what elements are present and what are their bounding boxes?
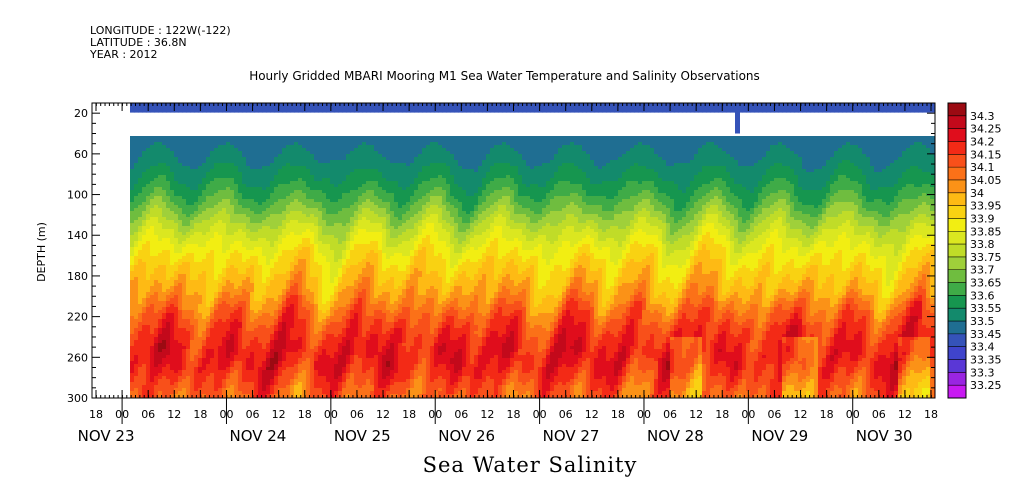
colorbar-swatch [948,347,966,360]
colorbar-level-label: 33.65 [970,277,1002,290]
y-tick-label: 180 [67,270,88,283]
x-hour-tick-label: 18 [402,408,416,421]
y-tick-label: 60 [74,148,88,161]
colorbar-swatch [948,283,966,296]
colorbar-level-label: 34.15 [970,148,1002,161]
x-hour-tick-label: 18 [507,408,521,421]
colorbar-level-label: 33.4 [970,341,995,354]
colorbar-swatch [948,385,966,398]
x-day-label: NOV 23 [78,427,135,445]
x-day-label: NOV 25 [334,427,391,445]
colorbar-swatch [948,231,966,244]
colorbar-swatch [948,116,966,129]
x-hour-tick-label: 12 [167,408,181,421]
x-day-label: NOV 26 [438,427,495,445]
x-hour-tick-label: 18 [298,408,312,421]
colorbar-swatch [948,167,966,180]
x-hour-tick-label: 12 [272,408,286,421]
colorbar-swatch [948,141,966,154]
salinity-heatmap [130,103,939,401]
y-tick-label: 260 [67,351,88,364]
colorbar-level-label: 34.05 [970,174,1002,187]
colorbar-level-label: 33.25 [970,379,1002,392]
salinity-contour-chart: 2060100140180220260300 18 00 06 12 18 00 06 12 1… [0,0,1009,504]
colorbar-level-label: 33.7 [970,264,995,277]
colorbar-swatch [948,334,966,347]
colorbar-level-label: 34.2 [970,135,995,148]
colorbar-level-label: 33.95 [970,200,1002,213]
x-hour-tick-label: 12 [794,408,808,421]
colorbar-level-label: 34 [970,187,984,200]
colorbar-swatch [948,360,966,373]
x-hour-tick-label: 06 [663,408,677,421]
colorbar-level-label: 33.35 [970,354,1002,367]
colorbar-swatch [948,154,966,167]
colorbar-level-label: 33.5 [970,315,995,328]
colorbar-swatch [948,218,966,231]
colorbar-level-label: 34.3 [970,110,995,123]
colorbar-swatch [948,206,966,219]
y-axis-label: DEPTH (m) [35,222,48,282]
colorbar-level-label: 33.55 [970,302,1002,315]
y-tick-label: 300 [67,392,88,405]
x-hour-tick-label: 12 [689,408,703,421]
colorbar-swatch [948,244,966,257]
x-hour-tick-label: 18 [924,408,938,421]
x-day-label: NOV 27 [543,427,600,445]
y-tick-label: 100 [67,189,88,202]
x-hour-tick-label: 06 [350,408,364,421]
colorbar-swatch [948,321,966,334]
x-day-label: NOV 29 [751,427,808,445]
colorbar-level-label: 33.6 [970,289,995,302]
x-hour-tick-label: 18 [193,408,207,421]
colorbar-level-label: 33.9 [970,212,995,225]
x-hour-tick-label: 12 [585,408,599,421]
x-hour-tick-label: 06 [454,408,468,421]
colorbar-level-label: 33.85 [970,225,1002,238]
colorbar-level-label: 34.25 [970,123,1002,136]
colorbar: 34.334.2534.234.1534.134.053433.9533.933… [948,103,1002,399]
x-hour-tick-label: 06 [141,408,155,421]
colorbar-swatch [948,129,966,142]
x-hour-tick-label: 06 [767,408,781,421]
colorbar-swatch [948,270,966,283]
x-hour-tick-label: 06 [872,408,886,421]
colorbar-swatch [948,372,966,385]
x-hour-tick-label: 12 [376,408,390,421]
x-hour-tick-label: 06 [559,408,573,421]
colorbar-swatch [948,180,966,193]
y-tick-label: 220 [67,311,88,324]
x-hour-tick-label: 12 [898,408,912,421]
colorbar-level-label: 33.75 [970,251,1002,264]
x-hour-tick-label: 18 [715,408,729,421]
colorbar-swatch [948,308,966,321]
colorbar-swatch [948,257,966,270]
colorbar-swatch [948,295,966,308]
colorbar-level-label: 33.3 [970,366,995,379]
colorbar-level-label: 33.45 [970,328,1002,341]
x-hour-tick-label: 18 [611,408,625,421]
colorbar-level-label: 33.8 [970,238,995,251]
colorbar-level-label: 34.1 [970,161,995,174]
colorbar-swatch [948,103,966,116]
y-tick-label: 140 [67,229,88,242]
x-hour-tick-label: 18 [89,408,103,421]
x-day-label: NOV 24 [229,427,286,445]
x-day-label: NOV 28 [647,427,704,445]
colorbar-swatch [948,193,966,206]
x-day-label: NOV 30 [856,427,913,445]
x-hour-tick-label: 12 [480,408,494,421]
x-hour-tick-label: 18 [820,408,834,421]
x-hour-tick-label: 06 [246,408,260,421]
y-tick-label: 20 [74,107,88,120]
